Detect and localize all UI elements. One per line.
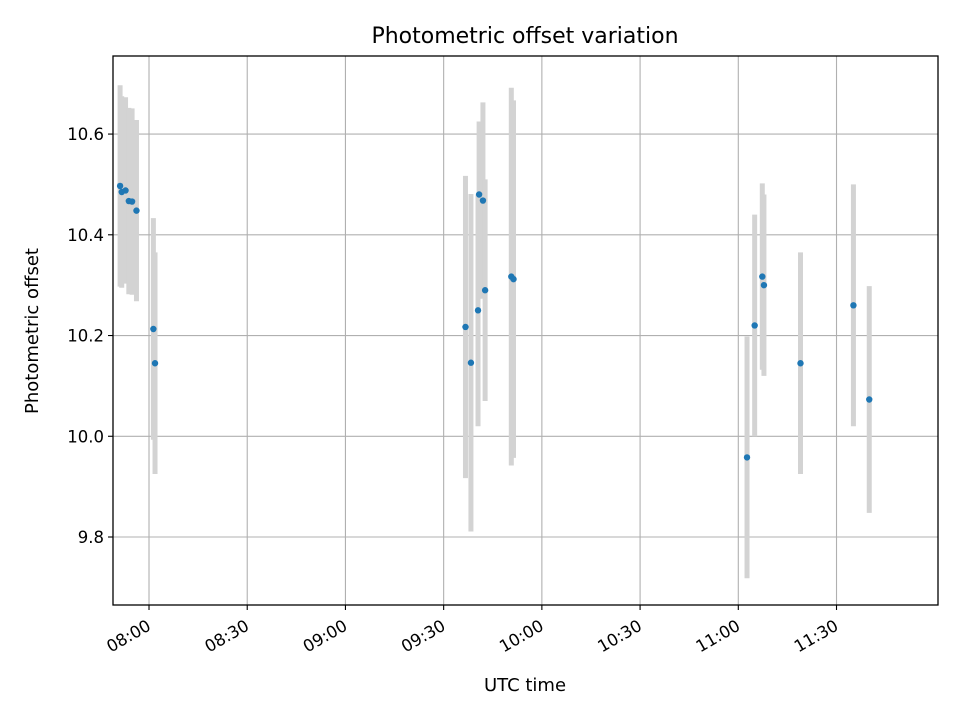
- y-axis-ticks: 9.8 10.0 10.2 10.4 10.6: [67, 125, 113, 547]
- data-point: [116, 182, 124, 190]
- data-point: [797, 360, 804, 367]
- data-point: [474, 307, 482, 314]
- data-point: [128, 198, 136, 205]
- grid: [113, 56, 938, 605]
- y-tick-label: 10.4: [67, 226, 104, 245]
- data-point: [479, 197, 487, 204]
- x-axis-label: UTC time: [484, 675, 566, 696]
- data-point: [850, 302, 857, 309]
- data-point: [150, 325, 157, 333]
- data-point: [475, 191, 483, 198]
- y-tick-label: 10.0: [67, 427, 104, 446]
- x-tick-label: 09:30: [398, 616, 449, 656]
- x-tick-label: 08:30: [202, 616, 253, 656]
- error-bars: [117, 85, 872, 579]
- y-axis-label: Photometric offset: [22, 248, 43, 414]
- x-tick-label: 08:00: [103, 616, 154, 656]
- x-tick-label: 09:00: [300, 616, 351, 656]
- data-point: [151, 360, 159, 367]
- x-tick-label: 11:30: [791, 616, 842, 656]
- y-tick-label: 10.2: [67, 327, 104, 346]
- plot-frame: [112, 55, 939, 606]
- data-point: [510, 275, 517, 283]
- data-point: [760, 281, 768, 289]
- data-point: [866, 396, 873, 403]
- data-point: [751, 322, 758, 329]
- x-axis-ticks: 08:00 08:30 09:00 09:30 10:00 10:30 11:00 11:30: [103, 605, 842, 656]
- data-point: [462, 323, 469, 331]
- data-point: [743, 454, 751, 461]
- y-tick-label: 9.8: [78, 528, 104, 547]
- data-point: [481, 287, 489, 294]
- data-point: [133, 207, 140, 214]
- data-point: [467, 359, 475, 366]
- data-point: [122, 187, 129, 194]
- x-tick-label: 10:00: [496, 616, 547, 656]
- chart-title: Photometric offset variation: [371, 24, 678, 49]
- data-point: [759, 273, 766, 280]
- x-tick-label: 10:30: [594, 616, 645, 656]
- data-points: [116, 182, 873, 461]
- y-tick-label: 10.6: [67, 125, 104, 144]
- x-tick-label: 11:00: [693, 616, 744, 656]
